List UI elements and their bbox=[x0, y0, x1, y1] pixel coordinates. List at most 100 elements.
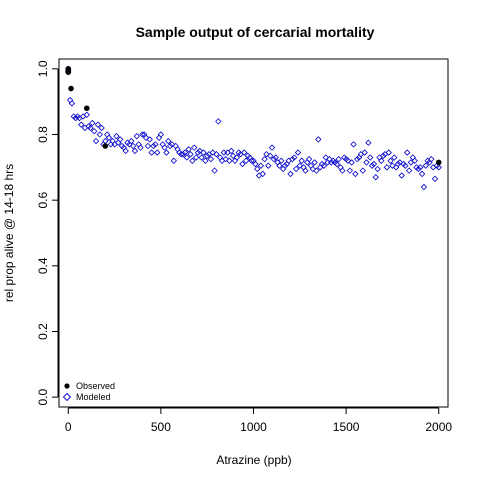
modeled-point bbox=[179, 151, 187, 158]
modeled-point bbox=[350, 141, 357, 148]
modeled-point bbox=[348, 159, 355, 166]
modeled-point bbox=[313, 167, 320, 174]
x-tick-label: 500 bbox=[151, 420, 171, 434]
modeled-point bbox=[396, 159, 404, 166]
modeled-point bbox=[296, 162, 303, 169]
legend: Observed Modeled bbox=[62, 381, 115, 402]
modeled-series bbox=[65, 65, 442, 191]
modeled-point bbox=[146, 136, 153, 143]
modeled-point bbox=[102, 137, 109, 145]
modeled-point bbox=[335, 155, 342, 163]
modeled-point bbox=[152, 141, 159, 148]
modeled-point bbox=[222, 155, 229, 163]
modeled-point bbox=[189, 157, 196, 164]
modeled-point bbox=[344, 157, 352, 164]
modeled-point bbox=[220, 149, 228, 156]
modeled-point bbox=[341, 154, 348, 161]
modeled-point bbox=[418, 170, 426, 178]
observed-point bbox=[65, 69, 72, 75]
modeled-point bbox=[202, 157, 209, 164]
observed-point bbox=[83, 105, 90, 112]
modeled-point bbox=[311, 159, 318, 166]
modeled-point bbox=[328, 159, 335, 166]
modeled-point bbox=[370, 160, 378, 168]
modeled-point bbox=[92, 137, 100, 145]
modeled-point bbox=[109, 137, 116, 145]
modeled-point bbox=[248, 157, 255, 164]
modeled-point bbox=[394, 160, 402, 168]
modeled-point bbox=[185, 146, 192, 153]
modeled-point bbox=[320, 162, 328, 169]
modeled-point bbox=[139, 131, 146, 138]
x-tick-label: 1000 bbox=[240, 420, 267, 434]
modeled-point bbox=[155, 134, 163, 141]
modeled-point bbox=[148, 149, 155, 156]
modeled-point bbox=[354, 155, 361, 163]
x-axis: 0 500 1000 1500 2000 bbox=[65, 407, 452, 434]
modeled-point bbox=[83, 111, 90, 118]
modeled-point bbox=[309, 165, 316, 173]
modeled-point bbox=[339, 167, 346, 174]
modeled-point bbox=[315, 136, 322, 143]
modeled-point bbox=[209, 149, 216, 156]
modeled-point bbox=[187, 151, 194, 158]
modeled-point bbox=[131, 147, 139, 155]
modeled-point bbox=[118, 142, 126, 150]
y-tick-label: 0.4 bbox=[36, 257, 50, 274]
modeled-point bbox=[129, 142, 137, 150]
modeled-point bbox=[91, 128, 98, 135]
modeled-point bbox=[272, 154, 279, 161]
observed-point bbox=[68, 85, 74, 92]
modeled-point bbox=[265, 162, 272, 169]
legend-observed-label: Observed bbox=[76, 381, 115, 391]
modeled-point bbox=[254, 165, 261, 173]
modeled-point bbox=[261, 155, 268, 163]
modeled-point bbox=[372, 174, 379, 181]
modeled-point bbox=[304, 159, 311, 166]
legend-observed-marker bbox=[64, 383, 70, 389]
modeled-point bbox=[289, 155, 296, 163]
modeled-point bbox=[279, 165, 287, 173]
modeled-point bbox=[268, 144, 276, 151]
modeled-point bbox=[359, 167, 366, 174]
modeled-point bbox=[413, 164, 420, 171]
modeled-point bbox=[122, 147, 129, 155]
modeled-point bbox=[292, 165, 300, 173]
x-tick-label: 2000 bbox=[425, 420, 452, 434]
modeled-point bbox=[133, 132, 140, 140]
modeled-point bbox=[207, 155, 215, 163]
modeled-point bbox=[291, 154, 298, 161]
modeled-point bbox=[337, 164, 344, 171]
modeled-point bbox=[404, 149, 411, 156]
modeled-point bbox=[346, 167, 353, 174]
modeled-point bbox=[142, 134, 150, 141]
modeled-point bbox=[422, 162, 429, 169]
modeled-point bbox=[383, 164, 391, 171]
modeled-point bbox=[405, 167, 413, 174]
modeled-point bbox=[283, 160, 291, 168]
modeled-point bbox=[150, 142, 157, 150]
modeled-point bbox=[411, 157, 418, 164]
modeled-point bbox=[307, 162, 315, 169]
modeled-point bbox=[281, 162, 289, 169]
modeled-point bbox=[157, 131, 165, 138]
modeled-point bbox=[211, 167, 218, 174]
modeled-point bbox=[342, 155, 350, 163]
modeled-point bbox=[331, 159, 339, 166]
modeled-point bbox=[105, 134, 113, 141]
modeled-point bbox=[389, 162, 396, 169]
modeled-point bbox=[305, 155, 313, 163]
modeled-point bbox=[428, 155, 435, 163]
modeled-point bbox=[113, 132, 120, 140]
modeled-point bbox=[252, 160, 259, 168]
modeled-point bbox=[116, 136, 124, 143]
modeled-point bbox=[198, 154, 205, 161]
modeled-point bbox=[154, 149, 161, 156]
modeled-point bbox=[241, 149, 248, 156]
modeled-point bbox=[94, 121, 102, 128]
modeled-point bbox=[194, 149, 202, 156]
modeled-point bbox=[365, 139, 372, 146]
modeled-point bbox=[431, 175, 439, 182]
modeled-point bbox=[398, 172, 405, 179]
